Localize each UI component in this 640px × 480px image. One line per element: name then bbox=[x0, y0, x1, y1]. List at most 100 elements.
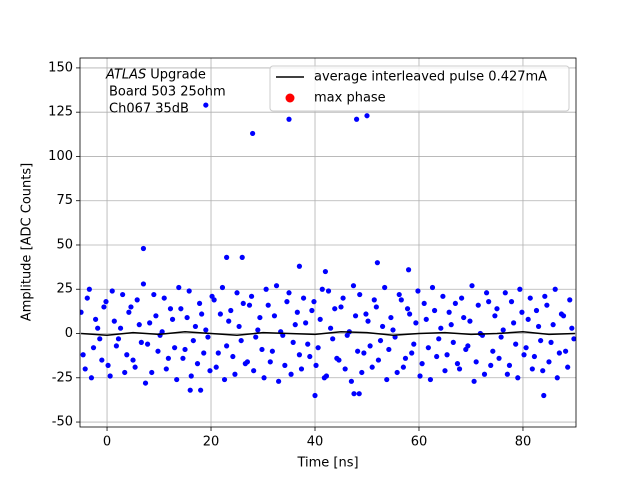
data-point bbox=[483, 290, 490, 296]
data-point bbox=[115, 336, 122, 342]
data-point bbox=[226, 318, 232, 324]
data-point bbox=[88, 375, 95, 381]
data-point bbox=[535, 323, 542, 330]
data-point bbox=[359, 369, 365, 376]
data-point bbox=[319, 286, 325, 292]
data-point bbox=[396, 291, 402, 298]
data-point bbox=[187, 387, 193, 393]
data-point bbox=[124, 352, 130, 358]
data-point bbox=[382, 284, 388, 291]
data-point bbox=[257, 314, 263, 321]
data-point bbox=[538, 337, 544, 344]
data-point bbox=[144, 341, 151, 347]
data-point bbox=[398, 297, 404, 303]
data-point bbox=[496, 355, 502, 361]
data-point bbox=[130, 357, 136, 363]
data-point bbox=[190, 337, 196, 344]
data-point bbox=[317, 316, 323, 322]
data-point bbox=[99, 357, 105, 363]
data-point bbox=[340, 295, 346, 301]
data-point bbox=[541, 392, 547, 399]
data-point bbox=[147, 320, 153, 326]
data-point bbox=[481, 371, 488, 377]
data-point bbox=[338, 304, 344, 310]
annotation: ATLAS bbox=[105, 68, 146, 83]
data-point bbox=[375, 357, 382, 363]
data-point bbox=[327, 325, 334, 331]
data-point bbox=[109, 288, 115, 294]
data-point bbox=[550, 322, 556, 328]
data-point bbox=[134, 297, 140, 303]
data-point bbox=[350, 283, 357, 289]
data-point bbox=[367, 343, 373, 349]
data-point bbox=[140, 281, 147, 287]
data-point bbox=[461, 314, 467, 321]
data-point bbox=[325, 288, 332, 294]
data-point bbox=[246, 302, 253, 308]
data-point bbox=[136, 322, 142, 328]
data-point bbox=[290, 339, 296, 345]
data-point bbox=[155, 348, 161, 354]
data-point bbox=[436, 336, 442, 342]
data-point bbox=[373, 304, 379, 310]
data-point bbox=[203, 102, 209, 108]
data-point bbox=[384, 376, 390, 383]
data-point bbox=[554, 375, 560, 381]
data-point bbox=[425, 345, 431, 351]
data-point bbox=[186, 288, 192, 294]
data-point bbox=[205, 334, 211, 340]
data-point bbox=[95, 325, 101, 331]
data-point bbox=[400, 364, 406, 370]
data-point bbox=[215, 350, 221, 356]
data-point bbox=[511, 320, 517, 326]
data-point bbox=[542, 293, 548, 299]
data-point bbox=[198, 387, 204, 393]
data-point bbox=[172, 345, 178, 351]
data-point bbox=[417, 373, 423, 379]
data-point bbox=[238, 337, 244, 344]
data-point bbox=[363, 311, 369, 317]
data-point bbox=[161, 295, 167, 301]
data-point bbox=[265, 302, 271, 308]
y-tick-label: 25 bbox=[56, 282, 73, 297]
data-point bbox=[298, 366, 305, 372]
data-point bbox=[303, 320, 309, 326]
y-tick-label: 0 bbox=[65, 326, 73, 341]
data-point bbox=[569, 325, 575, 331]
data-point bbox=[105, 362, 111, 368]
data-point bbox=[117, 325, 124, 331]
data-point bbox=[213, 364, 219, 370]
data-point bbox=[440, 293, 446, 299]
data-point bbox=[348, 378, 354, 384]
data-point bbox=[355, 348, 361, 354]
data-point bbox=[456, 366, 463, 372]
x-tick-label: 20 bbox=[203, 435, 220, 450]
y-tick-label: -50 bbox=[52, 415, 73, 430]
data-point bbox=[120, 291, 126, 298]
data-point bbox=[467, 318, 473, 324]
data-point bbox=[321, 375, 327, 381]
data-point bbox=[182, 346, 188, 353]
data-point bbox=[463, 346, 469, 353]
data-point bbox=[282, 362, 288, 368]
data-point bbox=[415, 288, 421, 294]
data-point bbox=[450, 339, 456, 345]
data-point bbox=[92, 316, 99, 322]
data-point bbox=[571, 336, 576, 342]
data-point bbox=[219, 284, 226, 291]
data-point bbox=[442, 368, 448, 374]
data-point bbox=[180, 355, 186, 361]
data-point bbox=[312, 392, 318, 399]
data-point bbox=[311, 299, 317, 305]
annotation: Ch067 35dB bbox=[109, 102, 189, 117]
data-point bbox=[431, 307, 438, 314]
data-point bbox=[240, 300, 246, 307]
data-point bbox=[111, 318, 117, 324]
data-point bbox=[201, 350, 207, 356]
data-point bbox=[271, 313, 278, 319]
data-point bbox=[236, 323, 242, 330]
y-tick-label: 100 bbox=[48, 149, 73, 164]
data-point bbox=[309, 307, 315, 314]
data-point bbox=[113, 343, 119, 349]
data-point bbox=[454, 361, 461, 367]
